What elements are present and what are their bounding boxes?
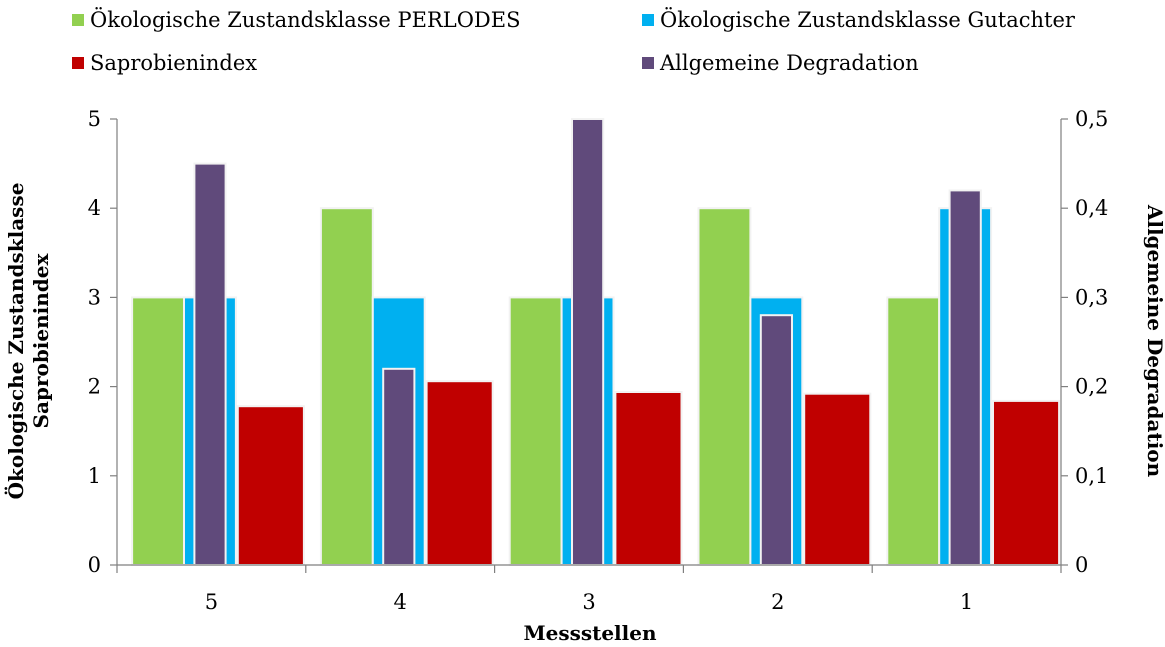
- legend-swatch-perlodes: [72, 14, 84, 26]
- legend-label-gutachter: Ökologische Zustandsklasse Gutachter: [660, 8, 1075, 32]
- bar-degradation-4: [382, 367, 416, 566]
- y2-tick-label: 0,1: [1075, 464, 1108, 488]
- y2-tick-label: 0,4: [1075, 196, 1108, 220]
- legend-item-perlodes: Ökologische Zustandsklasse PERLODES: [72, 8, 520, 32]
- bar-degradation-3: [571, 118, 605, 566]
- bar-saprobienindex-3: [614, 391, 683, 566]
- y-axis-title-line1: Ökologische Zustandsklasse: [3, 183, 28, 500]
- legend-item-gutachter: Ökologische Zustandsklasse Gutachter: [642, 8, 1075, 32]
- y2-tick-label: 0,3: [1075, 285, 1108, 309]
- x-tick-label: 3: [582, 590, 595, 614]
- bar-degradation-2: [759, 314, 793, 567]
- legend-swatch-gutachter: [642, 14, 654, 26]
- y2-tick-label: 0,2: [1075, 375, 1108, 399]
- y2-tick-label: 0: [1075, 553, 1088, 577]
- legend-label-perlodes: Ökologische Zustandsklasse PERLODES: [90, 8, 521, 32]
- legend-swatch-saprobienindex: [72, 57, 84, 69]
- y2-axis-title: Allgemeine Degradation: [1143, 204, 1165, 478]
- bar-saprobienindex-2: [803, 392, 872, 567]
- bar-degradation-1: [948, 189, 982, 566]
- x-tick-label: 1: [960, 590, 973, 614]
- bar-saprobienindex-5: [236, 405, 305, 567]
- legend-item-degradation: Allgemeine Degradation: [642, 51, 919, 75]
- x-tick-label: 2: [771, 590, 784, 614]
- bar-saprobienindex-4: [425, 380, 494, 567]
- y-tick-label: 1: [88, 464, 101, 488]
- bar-perlodes-1: [886, 296, 941, 566]
- y2-tick-label: 0,5: [1075, 107, 1108, 131]
- bar-perlodes-4: [319, 207, 374, 566]
- y-tick-label: 5: [88, 107, 101, 131]
- x-tick-label: 4: [394, 590, 407, 614]
- bar-perlodes-2: [697, 207, 752, 566]
- bar-degradation-5: [193, 162, 227, 566]
- y-tick-label: 2: [88, 375, 101, 399]
- x-axis-title: Messstellen: [523, 621, 657, 645]
- y-tick-label: 4: [88, 196, 101, 220]
- bar-perlodes-5: [131, 296, 186, 566]
- bar-saprobienindex-1: [992, 399, 1061, 566]
- y-tick-label: 0: [88, 553, 101, 577]
- legend-label-degradation: Allgemeine Degradation: [660, 51, 919, 75]
- bar-perlodes-3: [508, 296, 563, 566]
- y-axis-title-line2: Saprobienindex: [29, 252, 53, 428]
- legend-swatch-degradation: [642, 57, 654, 69]
- legend-label-saprobienindex: Saprobienindex: [90, 51, 258, 75]
- y-tick-label: 3: [88, 285, 101, 309]
- bars-group: [131, 118, 1061, 567]
- legend-item-saprobienindex: Saprobienindex: [72, 51, 257, 75]
- axes-group: 0 1 2 3 4 5 0 0,1 0,2 0,3 0,4 0,5 5 4 3 2 1: [88, 107, 1109, 614]
- x-tick-label: 5: [205, 590, 218, 614]
